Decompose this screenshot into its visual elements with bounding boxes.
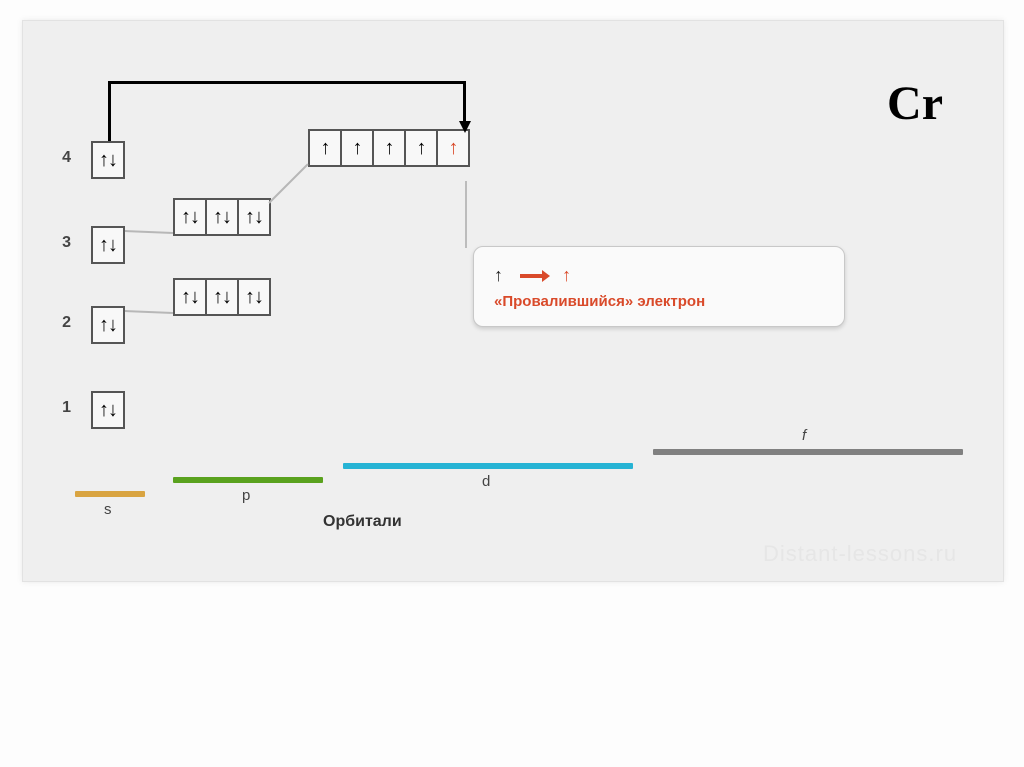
orbital-cell-3d-0: ↑ [308, 129, 342, 167]
orbital-cell-3d-2: ↑ [372, 129, 406, 167]
row-label-3: 3 [53, 234, 71, 252]
diagram-card: Cr 4 3 2 1 Орбитали ↑ ↑ «Провалившийся» … [22, 20, 1004, 582]
callout-black-up-arrow-icon: ↑ [494, 265, 503, 285]
orbital-cell-3d-4: ↑ [436, 129, 470, 167]
element-symbol: Cr [887, 76, 943, 131]
orbital-bar-label-f: f [802, 427, 806, 444]
callout-thick-right-arrow-icon [520, 261, 556, 286]
orbital-cell-3p-2: ↑↓ [237, 198, 271, 236]
watermark-text: Distant-lessons.ru [763, 541, 957, 567]
orbital-cell-2p-0: ↑↓ [173, 278, 207, 316]
orbital-bar-f [653, 449, 963, 455]
orbital-bar-label-d: d [482, 473, 490, 490]
jump-line-horiz [108, 81, 466, 84]
orbital-cell-3p-1: ↑↓ [205, 198, 239, 236]
row-label-1: 1 [53, 399, 71, 417]
orbital-cell-3p-0: ↑↓ [173, 198, 207, 236]
axis-title: Орбитали [323, 513, 402, 531]
callout-line1: ↑ ↑ [494, 261, 824, 287]
orbital-cell-2s: ↑↓ [91, 306, 125, 344]
callout-box: ↑ ↑ «Провалившийся» электрон [473, 246, 845, 327]
jump-line-up [108, 81, 111, 141]
callout-red-up-arrow-icon: ↑ [562, 265, 571, 285]
jump-arrowhead-icon [459, 121, 471, 133]
orbital-bar-label-p: p [242, 487, 250, 504]
row-label-2: 2 [53, 314, 71, 332]
connector-line [125, 310, 173, 314]
row-label-4: 4 [53, 149, 71, 167]
orbital-cell-4s: ↑↓ [91, 141, 125, 179]
diagram-stage: Cr 4 3 2 1 Орбитали ↑ ↑ «Провалившийся» … [23, 21, 1003, 581]
orbital-cell-3s: ↑↓ [91, 226, 125, 264]
orbital-bar-label-s: s [104, 501, 112, 518]
connector-line [268, 163, 308, 203]
callout-pointer [465, 181, 467, 248]
orbital-cell-1s: ↑↓ [91, 391, 125, 429]
jump-line-down [463, 81, 466, 123]
orbital-bar-p [173, 477, 323, 483]
orbital-cell-2p-2: ↑↓ [237, 278, 271, 316]
connector-line [125, 230, 173, 234]
orbital-cell-2p-1: ↑↓ [205, 278, 239, 316]
orbital-bar-s [75, 491, 145, 497]
orbital-cell-3d-1: ↑ [340, 129, 374, 167]
orbital-cell-3d-3: ↑ [404, 129, 438, 167]
orbital-bar-d [343, 463, 633, 469]
callout-line2: «Провалившийся» электрон [494, 293, 824, 310]
